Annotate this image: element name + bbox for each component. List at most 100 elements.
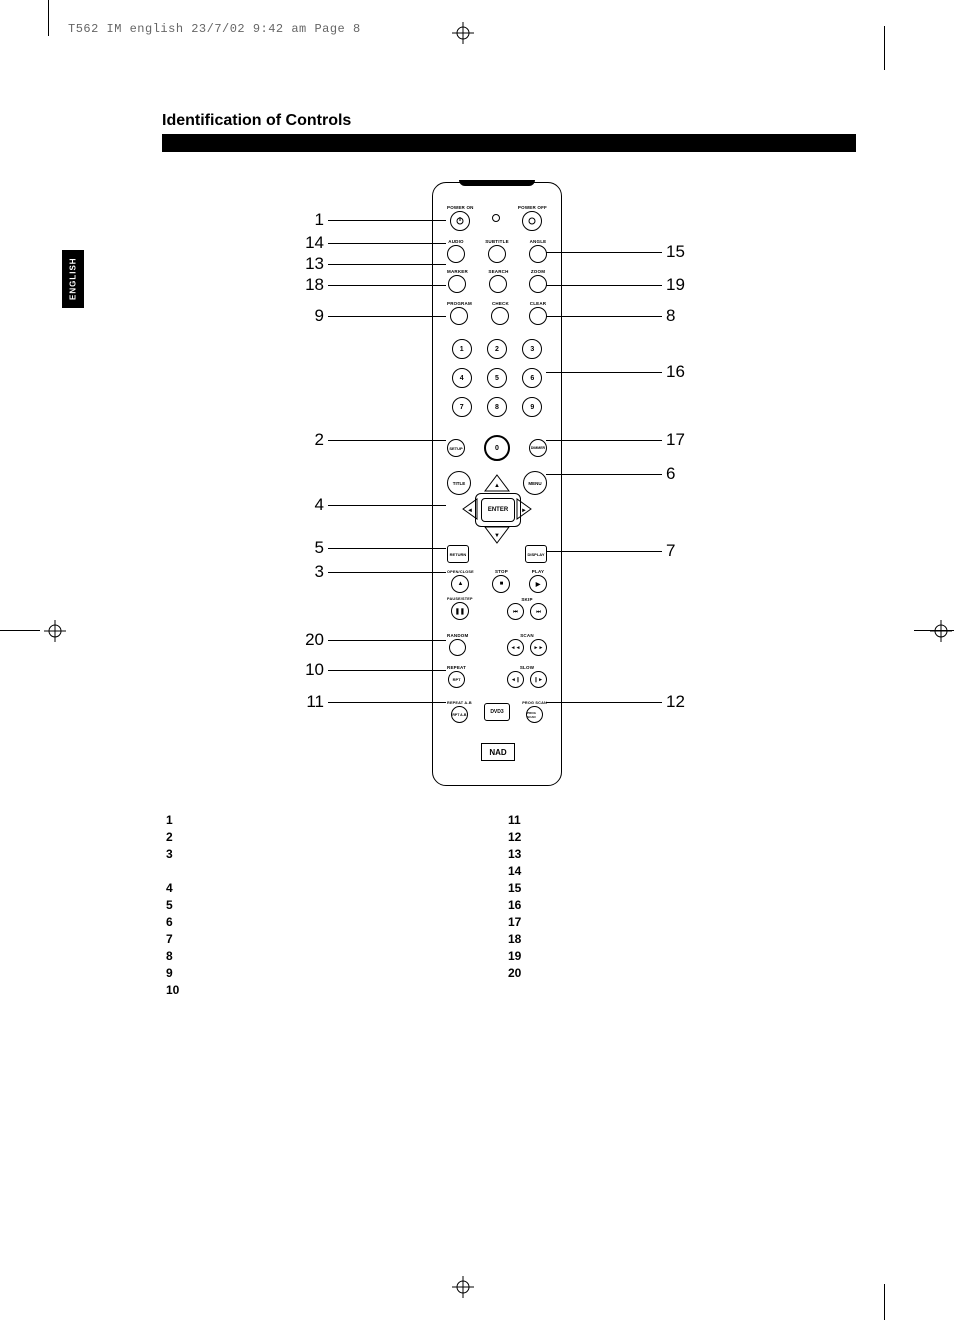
ab-row: REPEAT A-BRPT A-B DVD3 PROG SCANPROG SCA… bbox=[447, 701, 547, 723]
legend-item: 18 bbox=[508, 931, 521, 948]
check-button: CHECK bbox=[491, 301, 509, 325]
marker-button: MARKER bbox=[447, 269, 468, 293]
program-button: PROGRAM bbox=[447, 301, 472, 325]
callout-number: 10 bbox=[300, 660, 324, 680]
num-4: 4 bbox=[452, 368, 472, 388]
skip-label: SKIP ⏮ ⏭ bbox=[507, 597, 547, 620]
clear-button: CLEAR bbox=[529, 301, 547, 325]
legend-item: 16 bbox=[508, 897, 521, 914]
return-button: RETURN bbox=[447, 545, 469, 563]
callout-number: 8 bbox=[666, 306, 675, 326]
legend-item: 20 bbox=[508, 965, 521, 982]
svg-text:▼: ▼ bbox=[494, 533, 500, 539]
callout-number: 15 bbox=[666, 242, 685, 262]
callout-number: 1 bbox=[300, 210, 324, 230]
legend-item: 4 bbox=[166, 880, 179, 897]
dimmer-button: DIMMER bbox=[529, 439, 547, 457]
num-0: 0 bbox=[484, 435, 510, 461]
callout-line bbox=[328, 220, 446, 221]
svg-text:◄: ◄ bbox=[467, 508, 473, 514]
legend-item: 7 bbox=[166, 931, 179, 948]
search-button: SEARCH bbox=[488, 269, 508, 293]
subtitle-button: SUBTITLE bbox=[485, 239, 509, 263]
slow-back-button: ◄❙ bbox=[507, 671, 524, 688]
registration-mark-icon bbox=[452, 22, 474, 44]
play-button: PLAY▶ bbox=[529, 569, 547, 593]
num-2: 2 bbox=[487, 339, 507, 359]
angle-button: ANGLE bbox=[529, 239, 547, 263]
callout-number: 3 bbox=[300, 562, 324, 582]
callout-line bbox=[546, 702, 662, 703]
callout-line bbox=[546, 316, 662, 317]
legend-item: 19 bbox=[508, 948, 521, 965]
callout-line bbox=[328, 505, 446, 506]
callout-line bbox=[328, 316, 446, 317]
legend-item: 12 bbox=[508, 829, 521, 846]
svg-text:▲: ▲ bbox=[494, 483, 500, 489]
number-pad: 1 2 3 4 5 6 7 8 9 bbox=[451, 339, 543, 417]
legend-item: 10 bbox=[166, 982, 179, 999]
scan-fwd-button: ►► bbox=[530, 639, 547, 656]
power-row: POWER ON POWER OFF bbox=[447, 205, 547, 231]
legend-item: 13 bbox=[508, 846, 521, 863]
num-7: 7 bbox=[452, 397, 472, 417]
legend-item: 6 bbox=[166, 914, 179, 931]
slow-row: REPEATRPT SLOW ◄❙ ❙► bbox=[447, 665, 547, 688]
callout-number: 4 bbox=[300, 495, 324, 515]
svg-text:►: ► bbox=[521, 508, 527, 514]
callout-number: 6 bbox=[666, 464, 675, 484]
skip-back-button: ⏮ bbox=[507, 603, 524, 620]
callout-line bbox=[546, 551, 662, 552]
audio-button: AUDIO bbox=[447, 239, 465, 263]
legend-item: 5 bbox=[166, 897, 179, 914]
legend-right-column: 11121314151617181920 bbox=[508, 812, 521, 982]
callout-line bbox=[546, 440, 662, 441]
callout-line bbox=[546, 372, 662, 373]
callout-line bbox=[328, 243, 446, 244]
num-6: 6 bbox=[522, 368, 542, 388]
registration-mark-icon bbox=[44, 620, 66, 642]
callout-number: 20 bbox=[300, 630, 324, 650]
num-1: 1 bbox=[452, 339, 472, 359]
num-5: 5 bbox=[487, 368, 507, 388]
dpad: ▲ ▼ ◄ ► ENTER bbox=[457, 471, 537, 547]
power-off-button: POWER OFF bbox=[518, 205, 547, 231]
num-3: 3 bbox=[522, 339, 542, 359]
callout-number: 17 bbox=[666, 430, 685, 450]
callout-line bbox=[546, 285, 662, 286]
dvd3-button: DVD3 bbox=[484, 703, 510, 721]
random-button: RANDOM bbox=[447, 633, 468, 656]
callout-number: 7 bbox=[666, 541, 675, 561]
remote-diagram: POWER ON POWER OFF AUDIO SUBTITLE ANGLE … bbox=[432, 182, 562, 786]
num-8: 8 bbox=[487, 397, 507, 417]
callout-line bbox=[328, 285, 446, 286]
callout-number: 12 bbox=[666, 692, 685, 712]
scan-label: SCAN ◄◄ ►► bbox=[507, 633, 547, 656]
row-setup: SETUP 0 DIMMER bbox=[447, 435, 547, 461]
slow-label: SLOW ◄❙ ❙► bbox=[507, 665, 547, 688]
crop-mark bbox=[884, 1284, 885, 1320]
slow-fwd-button: ❙► bbox=[530, 671, 547, 688]
crop-mark bbox=[0, 630, 40, 631]
pause-step-button: PAUSE/STEP❚❚ bbox=[447, 597, 473, 620]
callout-line bbox=[328, 548, 446, 549]
brand-logo: NAD bbox=[481, 743, 515, 761]
registration-mark-icon bbox=[930, 620, 952, 642]
crop-mark bbox=[48, 0, 49, 36]
power-on-button: POWER ON bbox=[447, 205, 474, 231]
prog-scan-button: PROG SCANPROG SCAN bbox=[522, 701, 547, 723]
legend-item: 2 bbox=[166, 829, 179, 846]
callout-number: 11 bbox=[300, 692, 324, 712]
playback-row: OPEN/CLOSE▲ STOP■ PLAY▶ bbox=[447, 569, 547, 593]
crop-mark bbox=[884, 26, 885, 70]
callout-line bbox=[328, 440, 446, 441]
callout-line bbox=[328, 640, 446, 641]
legend-left-column: 123 45678910 bbox=[166, 812, 179, 999]
callout-number: 13 bbox=[300, 254, 324, 274]
callout-number: 5 bbox=[300, 538, 324, 558]
row-marker: MARKER SEARCH ZOOM bbox=[447, 269, 547, 293]
legend-item: 15 bbox=[508, 880, 521, 897]
title-bar bbox=[162, 134, 856, 152]
legend-item: 11 bbox=[508, 812, 521, 829]
repeat-ab-button: REPEAT A-BRPT A-B bbox=[447, 701, 472, 723]
